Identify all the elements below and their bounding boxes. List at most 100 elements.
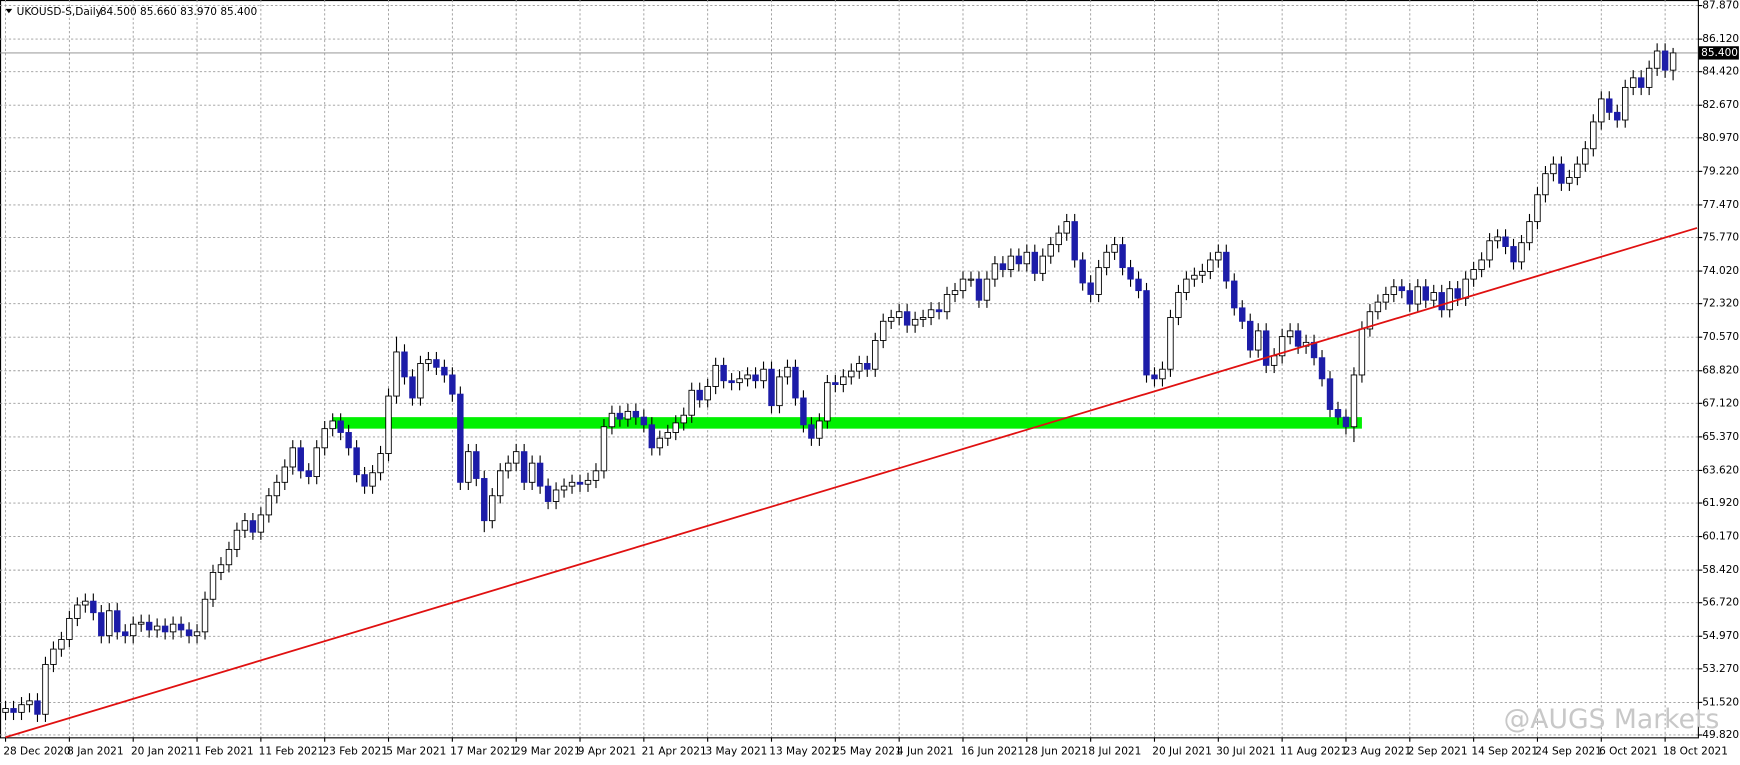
candle-body — [1366, 311, 1374, 330]
x-tick-label: 6 Oct 2021 — [1599, 746, 1657, 758]
candle-body — [233, 529, 241, 550]
candle-body — [225, 548, 233, 566]
candle-body — [1262, 330, 1270, 366]
candle-body — [74, 604, 81, 619]
candle-body — [66, 617, 73, 640]
candle-body — [10, 708, 17, 713]
candle-body — [560, 485, 568, 491]
candle-body — [576, 481, 584, 485]
candle-body — [1574, 163, 1581, 178]
candle-body — [289, 447, 296, 468]
candle-body — [975, 278, 983, 301]
candle-body — [1614, 111, 1621, 121]
candle-body — [433, 359, 440, 368]
candle-body — [1111, 244, 1118, 253]
candle-body — [999, 263, 1007, 270]
candle-body — [1055, 232, 1062, 246]
x-tick-label: 29 Mar 2021 — [514, 746, 581, 758]
candle-body — [1566, 177, 1573, 184]
candle-body — [1661, 50, 1669, 71]
candle-body — [592, 470, 600, 481]
x-tick-label: 28 Jun 2021 — [1025, 746, 1088, 758]
candle-body — [967, 278, 975, 281]
candle-body — [864, 363, 871, 370]
candle-body — [137, 621, 145, 625]
x-tick-label: 20 Jul 2021 — [1152, 746, 1212, 758]
header-icon — [5, 8, 13, 14]
candle-body — [1191, 274, 1198, 280]
candle-body — [1247, 320, 1254, 351]
candle-body — [927, 309, 935, 318]
y-tick-label: 53.270 — [1702, 663, 1739, 675]
candle-body — [441, 366, 448, 376]
candle-body — [58, 639, 65, 650]
candle-body — [680, 414, 687, 424]
candle-body — [935, 309, 943, 313]
y-tick-label: 77.470 — [1702, 199, 1739, 211]
candle-body — [1462, 278, 1469, 299]
candle-body — [624, 410, 632, 420]
candle-body — [1103, 251, 1110, 269]
candle-body — [903, 311, 911, 326]
candle-body — [217, 564, 225, 573]
x-tick-label: 1 Feb 2021 — [195, 746, 254, 758]
candle-body — [736, 378, 743, 384]
candle-body — [1422, 286, 1429, 301]
candle-body — [1478, 259, 1485, 270]
candle-body — [1143, 290, 1150, 376]
candle-body — [1382, 294, 1390, 303]
candle-body — [1629, 77, 1637, 88]
candle-body — [1326, 378, 1334, 410]
candle-body — [1231, 280, 1238, 309]
candle-body — [1390, 286, 1398, 295]
candle-body — [688, 389, 695, 416]
x-tick-label: 17 Mar 2021 — [450, 746, 517, 758]
last-price-box — [1698, 46, 1739, 60]
candle-body — [26, 700, 33, 706]
candle-body — [425, 359, 432, 364]
candle-body — [1286, 330, 1294, 338]
y-tick-label: 68.820 — [1702, 365, 1739, 377]
candle-body — [1645, 67, 1653, 88]
candle-body — [544, 485, 552, 502]
candle-body — [1534, 194, 1541, 223]
candle-body — [1278, 336, 1286, 357]
candle-body — [345, 432, 352, 449]
candle-body — [313, 447, 320, 478]
candle-body — [201, 598, 209, 633]
x-tick-label: 8 Jul 2021 — [1088, 746, 1141, 758]
x-tick-label: 23 Aug 2021 — [1344, 746, 1411, 758]
candle-body — [1007, 255, 1015, 270]
x-tick-label: 16 Jun 2021 — [961, 746, 1024, 758]
candle-body — [465, 451, 472, 483]
candle-body — [337, 420, 344, 433]
symbol-title: UKOUSD-S,Daily — [17, 6, 102, 18]
y-tick-label: 51.520 — [1702, 696, 1739, 708]
x-tick-label: 25 May 2021 — [833, 746, 902, 758]
candle-body — [1598, 98, 1605, 123]
candle-body — [1095, 267, 1102, 295]
candle-body — [1127, 267, 1134, 280]
y-tick-label: 61.920 — [1702, 497, 1739, 509]
candle-body — [1398, 286, 1406, 292]
candle-body — [1031, 251, 1039, 274]
candle-body — [106, 610, 113, 637]
x-tick-label: 28 Dec 2020 — [3, 746, 70, 758]
candle-body — [512, 451, 520, 464]
candle-body — [991, 263, 999, 280]
candle-body — [321, 428, 328, 449]
y-tick-label: 75.770 — [1702, 232, 1739, 244]
candle-body — [648, 424, 656, 449]
plot-frame — [0, 0, 1699, 739]
y-tick-label: 79.220 — [1702, 165, 1739, 177]
candle-body — [457, 393, 464, 483]
candle-body — [824, 382, 831, 422]
candle-body — [481, 478, 488, 522]
candle-body — [1079, 259, 1086, 284]
x-tick-label: 18 Oct 2021 — [1663, 746, 1728, 758]
candle-body — [832, 382, 839, 385]
candle-body — [209, 571, 217, 600]
y-tick-label: 60.170 — [1702, 531, 1739, 543]
y-tick-label: 56.720 — [1702, 597, 1739, 609]
